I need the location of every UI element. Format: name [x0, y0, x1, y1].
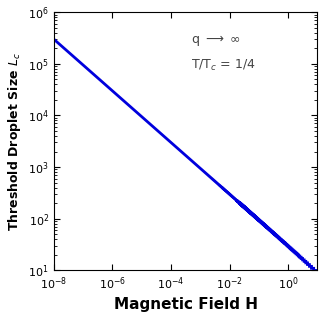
Text: T/T$_c$ = 1/4: T/T$_c$ = 1/4: [191, 58, 255, 73]
X-axis label: Magnetic Field H: Magnetic Field H: [114, 297, 258, 313]
Text: q $\longrightarrow$ $\infty$: q $\longrightarrow$ $\infty$: [191, 33, 241, 48]
Y-axis label: Threshold Droplet Size $L_c$: Threshold Droplet Size $L_c$: [5, 52, 23, 231]
